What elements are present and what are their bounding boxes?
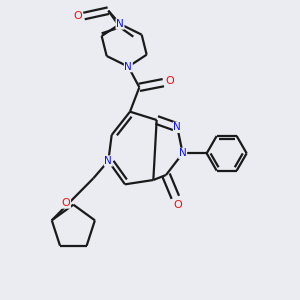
Text: O: O — [166, 76, 174, 86]
Text: O: O — [73, 11, 82, 21]
Text: N: N — [124, 62, 132, 72]
Text: N: N — [173, 122, 181, 132]
Text: N: N — [179, 148, 187, 158]
Text: O: O — [174, 200, 182, 210]
Text: N: N — [116, 19, 124, 29]
Text: O: O — [61, 198, 70, 208]
Text: N: N — [104, 156, 112, 166]
